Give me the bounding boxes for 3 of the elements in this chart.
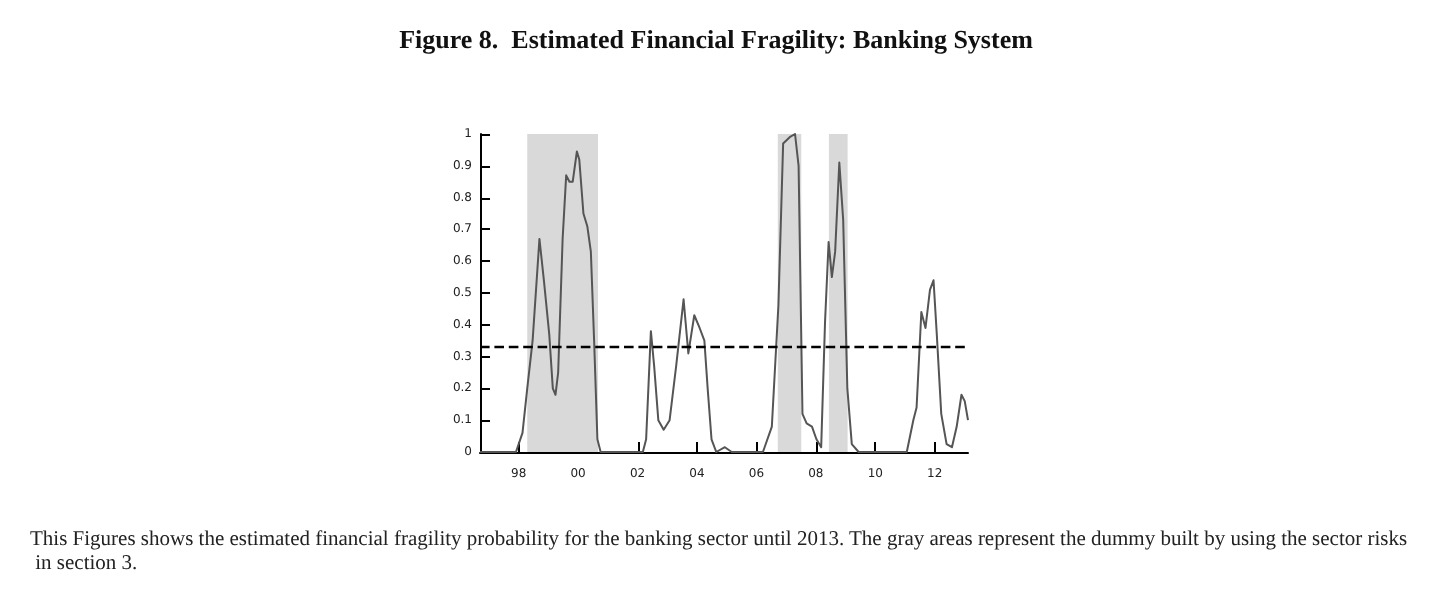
- line-series: [479, 133, 969, 453]
- chart-title: Figure 8. Estimated Financial Fragility: Banking System: [399, 24, 1034, 54]
- text: This Figures shows the estimated financial fragility probability for the banking sector until 2013. The gray areas represent the dummy built by using the sector risks in section 3.: [30, 529, 1408, 575]
